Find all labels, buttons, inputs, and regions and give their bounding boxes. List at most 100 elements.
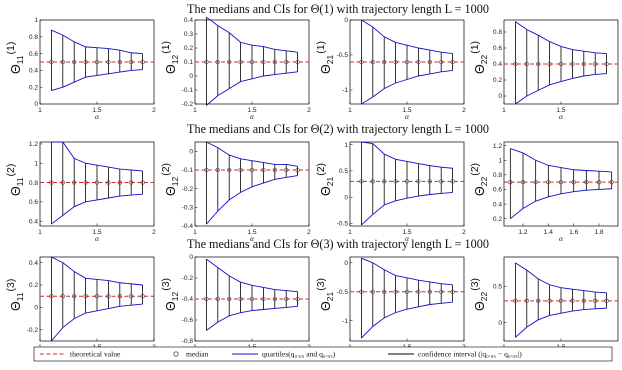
panel-r2c3-upper-quartile — [361, 141, 453, 169]
panel-r3c2-median-2 — [215, 296, 220, 302]
panel-r3c4-upper-quartile — [515, 262, 607, 294]
panel-r2c4-median-1 — [508, 180, 513, 185]
panel-r1c3-median-3 — [382, 59, 387, 65]
panel-r2c1-median-7 — [117, 180, 122, 185]
panel-r1c1-ytick-label: 0.2 — [29, 84, 38, 91]
panel-r2c3-lower-quartile — [361, 191, 453, 226]
panel-r3c1-ytick-label: 0.2 — [29, 282, 38, 289]
panel-r3c2-median-6 — [261, 296, 266, 302]
panel-r3c2-ytick-label: -0.4 — [182, 296, 194, 303]
panel-r2c4-median-2 — [520, 180, 526, 185]
panel-r1c1-ytick-label: 1 — [34, 17, 38, 24]
panel-r2c4-median-7 — [584, 180, 589, 185]
panel-r1c1-ylabel-sub: 11 — [15, 55, 25, 64]
panel-r1c3-median-9 — [450, 59, 455, 65]
panel-r1c1-median-3 — [72, 59, 77, 65]
panel-r1c4-xtick-label: 1 — [502, 107, 506, 114]
panel-r1c3-xtick-label: 1 — [348, 107, 352, 114]
panel-r1c4-ylabel-sup: (1) — [469, 41, 481, 54]
panel-r3c3-ylabel-sup: (3) — [315, 278, 327, 291]
panel-r1c2-median-4 — [238, 59, 243, 65]
panel-r1c4-median-8 — [593, 61, 598, 67]
panel-r1c3-median-4 — [393, 59, 398, 65]
panel-r1c1-xtick-label: 1 — [38, 107, 42, 114]
panel-r2c4-ylabel-sup: (2) — [469, 163, 481, 176]
panel-r2c4: 0.2 0.4 0.6 0.8 1 1.2 1.2 1.4 1.6 1.8 α Θ22(2) — [469, 141, 619, 243]
panel-r2c2-median-5 — [249, 167, 255, 173]
panel-r2c1-ylabel-main: Θ — [9, 186, 23, 196]
row-title-3: The medians and CIs for Θ(3) with trajec… — [187, 237, 489, 251]
panel-r2c1-median-5 — [94, 180, 100, 185]
panel-r1c3-median-8 — [439, 59, 444, 65]
panel-r3c1-ytick-label: 0 — [34, 305, 38, 312]
panel-r1c4-median-1 — [513, 61, 518, 67]
panel-r3c2-median-7 — [272, 296, 277, 302]
panel-r3c1-ylabel-main: Θ — [9, 301, 23, 311]
panel-r1c4-median-7 — [581, 61, 586, 67]
panel-r3c3-median-9 — [450, 289, 455, 294]
panel-r2c4-xtick-label: 1.6 — [569, 229, 578, 236]
panel-r1c4-ytick-label: 0 — [498, 93, 502, 100]
panel-r2c2-xlabel: α — [250, 234, 255, 243]
panel-r2c1: 0.4 0.6 0.8 1 1.2 1 1.5 2 α Θ11(2) — [5, 141, 156, 243]
panel-r3c2-median-5 — [249, 296, 255, 302]
panel-r1c1-median-7 — [117, 59, 122, 65]
panel-r2c2-median-4 — [238, 167, 243, 173]
row-title-1: The medians and CIs for Θ(1) with trajec… — [187, 2, 489, 16]
panel-r2c2-upper-quartile — [206, 141, 298, 167]
panel-r3c1-median-1 — [49, 294, 54, 299]
panel-r1c2-ylabel: Θ12(1) — [160, 41, 180, 74]
panel-r2c1-xtick-label: 1.5 — [92, 229, 101, 236]
panel-r1c4-median-9 — [604, 61, 609, 67]
panel-r2c2-xtick-label: 1 — [193, 229, 197, 236]
legend-median-label: median — [186, 350, 209, 359]
panels: 00.20.40.60.811 1.5 2αΘ11(1)-0.2-0.100.10.… — [5, 16, 619, 358]
panel-r2c4-median-9 — [609, 180, 614, 185]
panel-r2c4-ytick-label: 1 — [498, 157, 502, 164]
panel-r2c3-ytick-label: -0.5 — [337, 221, 349, 228]
panel-r3c2-ytick-label: -0.6 — [182, 317, 194, 324]
panel-r1c2: -0.2 -0.1 0 0.1 0.2 0.3 0.4 1 1.5 2 α Θ12(1) — [160, 16, 311, 121]
panel-r3c2-ytick-label: -0.2 — [182, 275, 194, 282]
panel-r1c2-xlabel: α — [250, 112, 255, 121]
panel-r1c2-median-8 — [284, 59, 289, 65]
panel-r3c4-median-7 — [581, 298, 586, 303]
panel-r2c2-median-7 — [272, 167, 277, 173]
panel-r2c3-median-1 — [359, 179, 364, 184]
panel-r1c2-xtick-label: 1.5 — [247, 107, 256, 114]
panel-r2c3-median-5 — [404, 179, 410, 184]
panel-r2c2-ylabel-main: Θ — [164, 186, 178, 196]
panel-r1c3-median-5 — [404, 59, 410, 65]
panel-r3c3-ytick-label: 0 — [344, 260, 348, 267]
panel-r2c3-xtick-label: 1.5 — [402, 229, 411, 236]
legend-median-swatch — [173, 351, 179, 357]
panel-r1c1-median-8 — [129, 59, 134, 65]
panel-r3c4-median-1 — [513, 298, 518, 303]
panel-r2c3-ylabel-sup: (2) — [315, 163, 327, 176]
panel-r1c1-lower-quartile — [51, 69, 143, 91]
panel-r3c3-median-5 — [404, 289, 410, 294]
panel-r1c2-ytick-label: -0.1 — [182, 87, 194, 94]
panel-r2c2: -0.4 -0.3 -0.2 -0.1 0 1 1.5 2 α Θ12(2) — [160, 141, 311, 243]
panel-r1c2-median-5 — [249, 59, 255, 65]
panel-r2c3-median-9 — [450, 179, 455, 184]
panel-r2c4-upper-quartile — [510, 148, 612, 173]
panel-r3c2-ylabel-sub: 12 — [170, 292, 180, 302]
legend-ci-label: confidence interval (|q₀.₉₅ − q₀.₀₅|) — [418, 350, 522, 359]
panel-r2c4-xtick-label: 1.4 — [544, 229, 553, 236]
panel-r3c3-upper-quartile — [361, 257, 453, 286]
panel-r3c3-ylabel-sub: 21 — [325, 292, 335, 302]
panel-r3c3-lower-quartile — [361, 301, 453, 339]
panel-r1c1-xlabel: α — [95, 112, 100, 121]
panel-r2c3-ylabel-main: Θ — [319, 186, 333, 196]
panel-r3c2-median-4 — [238, 296, 243, 302]
panel-r1c2-ylabel-sub: 12 — [170, 55, 180, 65]
panel-r1c4-ytick-label: 0.8 — [493, 29, 502, 36]
panel-r3c4-median-9 — [604, 298, 609, 303]
panel-r1c4-ytick-label: 0.4 — [493, 61, 502, 68]
